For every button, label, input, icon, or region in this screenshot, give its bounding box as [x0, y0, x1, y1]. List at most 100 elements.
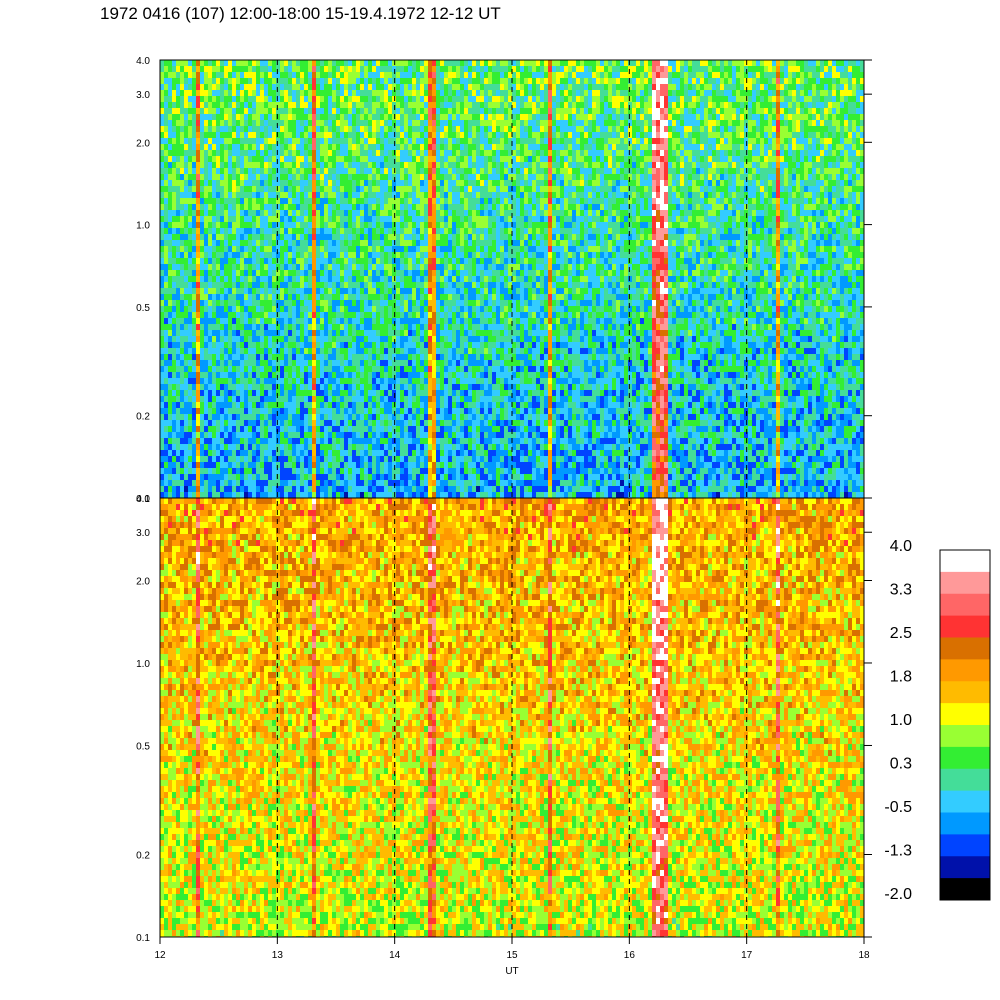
heatmap-cell — [332, 384, 336, 390]
heatmap-cell — [228, 492, 232, 498]
heatmap-cell — [352, 408, 356, 414]
heatmap-cell — [180, 210, 184, 216]
heatmap-cell — [324, 192, 328, 198]
heatmap-cell — [168, 318, 172, 324]
heatmap-cell — [304, 270, 308, 276]
heatmap-cell — [200, 480, 204, 486]
heatmap-cell — [264, 372, 268, 378]
heatmap-cell — [356, 336, 360, 342]
heatmap-cell — [224, 420, 228, 426]
heatmap-cell — [248, 72, 252, 78]
heatmap-cell — [184, 312, 188, 318]
heatmap-cell — [400, 354, 404, 360]
heatmap-cell — [184, 372, 188, 378]
heatmap-cell — [252, 222, 256, 228]
heatmap-cell — [168, 462, 172, 468]
heatmap-cell — [212, 432, 216, 438]
heatmap-cell — [276, 348, 280, 354]
heatmap-cell — [196, 72, 200, 78]
heatmap-cell — [196, 468, 200, 474]
heatmap-cell — [360, 246, 364, 252]
heatmap-cell — [356, 180, 360, 186]
heatmap-cell — [248, 360, 252, 366]
heatmap-cell — [408, 258, 412, 264]
heatmap-cell — [236, 336, 240, 342]
heatmap-cell — [396, 318, 400, 324]
heatmap-cell — [356, 288, 360, 294]
heatmap-cell — [376, 396, 380, 402]
heatmap-cell — [356, 90, 360, 96]
heatmap-cell — [412, 156, 416, 162]
heatmap-cell — [232, 306, 236, 312]
heatmap-cell — [244, 330, 248, 336]
heatmap-cell — [368, 210, 372, 216]
heatmap-cell — [188, 174, 192, 180]
heatmap-cell — [312, 486, 316, 492]
heatmap-cell — [192, 384, 196, 390]
heatmap-cell — [420, 300, 424, 306]
heatmap-cell — [352, 420, 356, 426]
heatmap-cell — [276, 420, 280, 426]
heatmap-cell — [360, 456, 364, 462]
heatmap-cell — [172, 252, 176, 258]
heatmap-cell — [236, 432, 240, 438]
heatmap-cell — [236, 438, 240, 444]
heatmap-cell — [276, 312, 280, 318]
heatmap-cell — [208, 360, 212, 366]
heatmap-cell — [324, 372, 328, 378]
heatmap-cell — [404, 246, 408, 252]
heatmap-cell — [292, 372, 296, 378]
heatmap-cell — [328, 66, 332, 72]
heatmap-cell — [296, 294, 300, 300]
heatmap-cell — [348, 168, 352, 174]
heatmap-cell — [288, 144, 292, 150]
heatmap-cell — [356, 222, 360, 228]
heatmap-cell — [376, 468, 380, 474]
heatmap-cell — [216, 270, 220, 276]
heatmap-cell — [352, 150, 356, 156]
heatmap-cell — [260, 354, 264, 360]
heatmap-cell — [368, 168, 372, 174]
heatmap-cell — [388, 450, 392, 456]
heatmap-cell — [232, 474, 236, 480]
heatmap-cell — [260, 102, 264, 108]
heatmap-cell — [260, 294, 264, 300]
heatmap-cell — [220, 462, 224, 468]
heatmap-cell — [276, 108, 280, 114]
heatmap-cell — [292, 318, 296, 324]
heatmap-cell — [244, 366, 248, 372]
heatmap-cell — [408, 474, 412, 480]
heatmap-cell — [216, 222, 220, 228]
heatmap-cell — [336, 468, 340, 474]
heatmap-cell — [232, 336, 236, 342]
heatmap-cell — [384, 378, 388, 384]
heatmap-cell — [220, 276, 224, 282]
heatmap-cell — [260, 84, 264, 90]
heatmap-cell — [180, 426, 184, 432]
heatmap-cell — [240, 486, 244, 492]
heatmap-cell — [192, 222, 196, 228]
heatmap-cell — [304, 456, 308, 462]
heatmap-cell — [340, 252, 344, 258]
heatmap-cell — [184, 468, 188, 474]
heatmap-cell — [224, 114, 228, 120]
heatmap-cell — [192, 474, 196, 480]
heatmap-cell — [160, 138, 164, 144]
heatmap-cell — [304, 444, 308, 450]
heatmap-cell — [216, 144, 220, 150]
heatmap-cell — [384, 120, 388, 126]
heatmap-cell — [340, 258, 344, 264]
heatmap-cell — [248, 234, 252, 240]
heatmap-cell — [324, 312, 328, 318]
heatmap-cell — [360, 168, 364, 174]
heatmap-cell — [376, 252, 380, 258]
heatmap-cell — [248, 102, 252, 108]
heatmap-cell — [424, 114, 428, 120]
heatmap-cell — [168, 150, 172, 156]
heatmap-cell — [320, 186, 324, 192]
heatmap-cell — [376, 390, 380, 396]
heatmap-cell — [276, 174, 280, 180]
heatmap-cell — [424, 282, 428, 288]
heatmap-cell — [272, 186, 276, 192]
heatmap-cell — [208, 270, 212, 276]
